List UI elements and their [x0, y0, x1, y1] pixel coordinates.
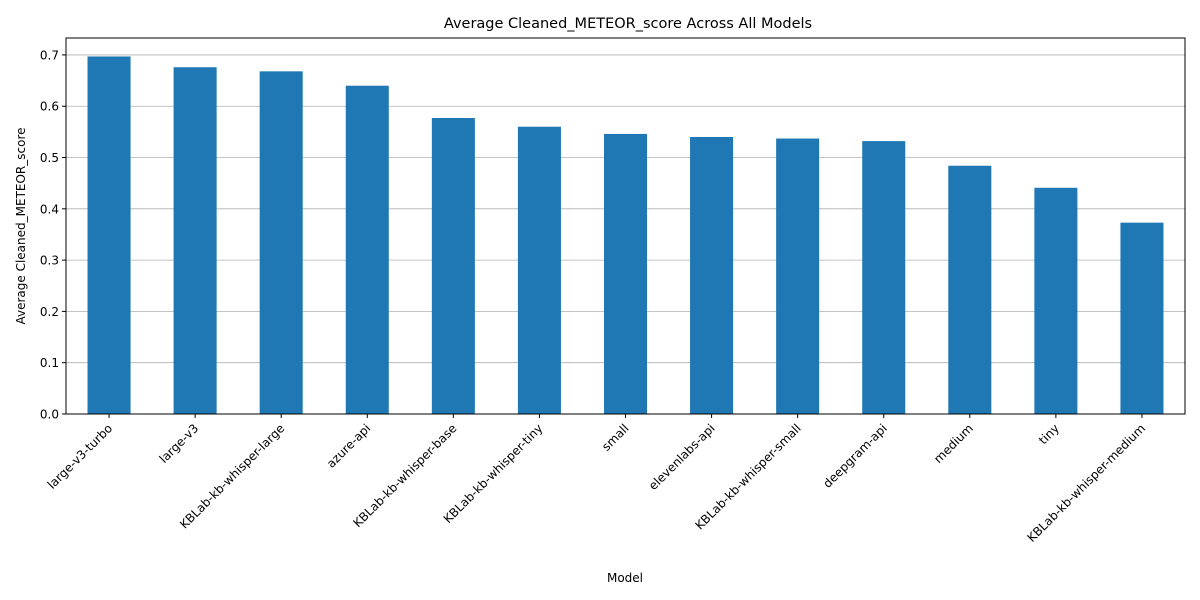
bar [603, 133, 648, 415]
bar [1120, 222, 1164, 414]
y-tick-label: 0.1 [40, 356, 59, 370]
x-tick-label: azure-api [324, 421, 373, 470]
chart-title: Average Cleaned_METEOR_score Across All … [444, 16, 812, 32]
bar [690, 137, 734, 415]
y-tick-label: 0.4 [40, 202, 59, 216]
bar [517, 126, 561, 414]
bar [345, 85, 389, 414]
y-axis: 0.0 0.1 0.2 0.3 0.4 0.5 0.6 0.7 [40, 48, 66, 422]
y-tick-label: 0.0 [40, 408, 59, 422]
x-tick-label: large-v3-turbo [45, 421, 115, 491]
x-tick-label: large-v3 [157, 421, 202, 466]
bar [87, 56, 131, 414]
bar [862, 141, 906, 414]
y-tick-label: 0.3 [40, 254, 59, 268]
bar [173, 67, 217, 415]
y-tick-label: 0.7 [40, 48, 59, 62]
x-tick-label: small [599, 421, 632, 454]
bar [431, 118, 475, 415]
x-tick-label: elevenlabs-api [646, 421, 718, 493]
x-axis-title: Model [607, 571, 643, 585]
bars [87, 56, 1164, 415]
bar [948, 165, 992, 414]
bar [776, 138, 820, 414]
x-tick-label: deepgram-api [820, 421, 889, 490]
x-tick-label: medium [931, 421, 976, 466]
bar [1034, 187, 1078, 414]
y-tick-label: 0.6 [40, 100, 59, 114]
y-tick-label: 0.5 [40, 151, 59, 165]
y-axis-title: Average Cleaned_METEOR_score [14, 127, 28, 324]
bar [259, 71, 303, 414]
x-tick-label: KBLab-kb-whisper-tiny [441, 421, 546, 526]
x-axis: large-v3-turbo large-v3KBLab-kb-whisper-l… [45, 414, 1148, 545]
y-tick-label: 0.2 [40, 305, 59, 319]
x-tick-label: tiny [1036, 421, 1062, 447]
